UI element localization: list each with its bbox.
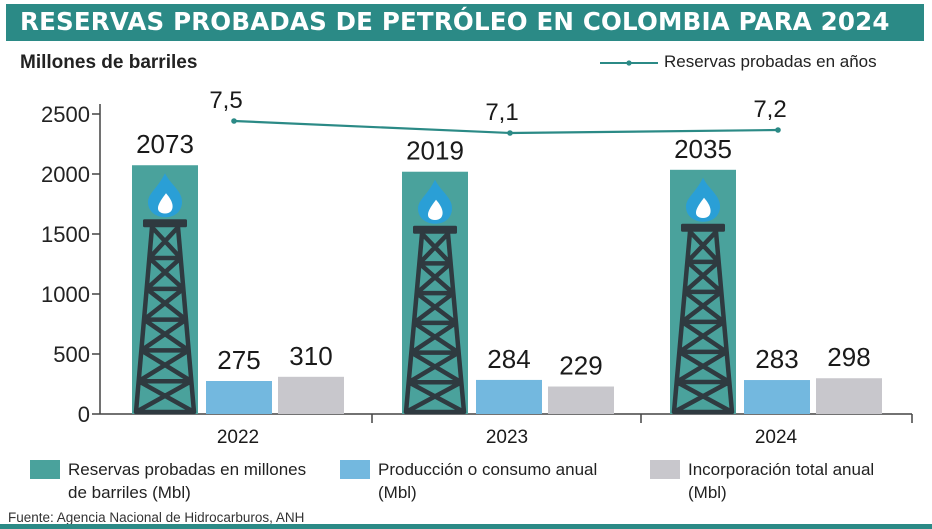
derrick-frame (671, 229, 735, 415)
derrick-platform (413, 225, 457, 234)
line-label-bg (480, 98, 524, 126)
line-legend-marker (600, 60, 658, 66)
line-value-label: 7,5 (209, 87, 242, 114)
bar-value-label: 283 (755, 344, 798, 374)
bar-label-bg (286, 340, 336, 371)
flame-inner (157, 193, 173, 214)
line-value-label: 7,2 (753, 96, 786, 123)
line-legend-dot (626, 60, 632, 66)
x-category-label: 2022 (217, 427, 259, 448)
bar-value-label: 2019 (406, 136, 464, 166)
legend-label-reserves: Reservas probadas en millones de barrile… (68, 460, 307, 502)
line-label-bg (748, 95, 792, 123)
bar-label-bg (752, 344, 802, 375)
bar-production-2023 (476, 379, 542, 414)
bar-value-label: 284 (487, 344, 530, 374)
bar-group (816, 378, 882, 414)
x-category-label: 2024 (755, 427, 798, 448)
y-tick-label: 500 (53, 342, 90, 367)
bar-value-label: 298 (827, 342, 870, 372)
bar-incorporation-2022 (278, 376, 344, 414)
bar-group (548, 386, 614, 414)
bar-group (132, 165, 198, 415)
y-tick-label: 0 (78, 402, 90, 427)
unit-label: Millones de barriles (20, 52, 198, 73)
chart-title: RESERVAS PROBADAS DE PETRÓLEO EN COLOMBI… (20, 7, 890, 36)
bar-label-bg (214, 345, 264, 375)
y-tick-label: 2000 (41, 162, 90, 187)
derrick-frame (403, 231, 467, 415)
legend-swatch-production (340, 460, 370, 479)
bar-value-label: 275 (217, 345, 260, 375)
bar-label-bg (556, 350, 606, 381)
bar-label-bg (668, 133, 738, 164)
bar-label-bg (824, 342, 874, 373)
bar-label-bg (130, 129, 200, 160)
bar-group (476, 379, 542, 414)
bar-production-2024 (744, 380, 810, 414)
legend-label-incorporation: Incorporación total anual (Mbl) (688, 460, 875, 502)
source-note: Fuente: Agencia Nacional de Hidrocarburo… (8, 510, 305, 525)
line-value-label: 7,1 (485, 99, 518, 126)
line-legend: Reservas probadas en años (600, 50, 920, 76)
legend-swatch-incorporation (650, 460, 680, 479)
legend-label-production: Producción o consumo anual (Mbl) (378, 460, 598, 502)
bar-value-label: 2035 (674, 134, 732, 164)
bottom-rule (0, 524, 932, 529)
bar-production-2022 (206, 381, 272, 414)
bar-value-label: 310 (289, 341, 332, 371)
bar-chart: 0 500 1000 1500 2000 2500 2073 275 310 2022 2019 28… (41, 86, 913, 448)
bar-label-bg (484, 343, 534, 374)
legend-swatch-reserves (30, 460, 60, 479)
y-tick-label: 2500 (41, 102, 90, 127)
flame-inner (427, 199, 443, 220)
derrick-frame (133, 224, 197, 415)
bar-group (670, 169, 736, 415)
line-point (231, 118, 237, 124)
bar-incorporation-2024 (816, 378, 882, 414)
line-point (775, 127, 781, 133)
bar-incorporation-2023 (548, 386, 614, 414)
line-label-bg (204, 86, 248, 114)
bar-value-label: 229 (559, 351, 602, 381)
bar-group (278, 376, 344, 414)
y-tick-label: 1000 (41, 282, 90, 307)
derrick-platform (681, 223, 725, 232)
x-category-label: 2023 (486, 427, 528, 448)
bar-group (206, 381, 272, 414)
bar-group (402, 171, 468, 415)
bar-value-label: 2073 (136, 129, 194, 159)
bar-group (744, 380, 810, 414)
title-bar: RESERVAS PROBADAS DE PETRÓLEO EN COLOMBI… (6, 4, 924, 41)
line-legend-label: Reservas probadas en años (664, 52, 877, 71)
y-tick-label: 1500 (41, 222, 90, 247)
line-point (507, 130, 513, 136)
flame-inner (695, 197, 711, 219)
bar-label-bg (400, 135, 470, 166)
derrick-platform (143, 219, 187, 228)
